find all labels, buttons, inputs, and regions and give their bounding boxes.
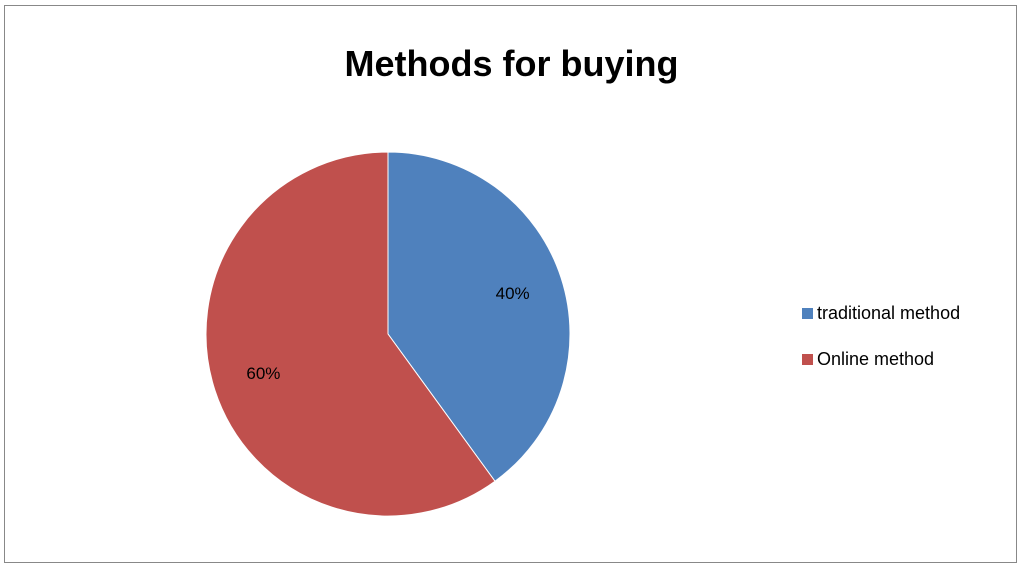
legend-item-online-method: Online method bbox=[802, 348, 960, 370]
data-label-traditional-method: 40% bbox=[495, 283, 530, 303]
pie-chart bbox=[205, 151, 571, 517]
chart-title: Methods for buying bbox=[344, 43, 679, 84]
chart-area: Methods for buying 40% 60% traditional me… bbox=[4, 5, 1017, 563]
pie-slice-traditional-method bbox=[387, 151, 571, 482]
legend-label: Online method bbox=[817, 349, 935, 369]
pie-slice-online-method bbox=[205, 151, 496, 517]
data-label-online-method: 60% bbox=[246, 364, 281, 384]
legend-swatch bbox=[802, 353, 813, 365]
legend-swatch bbox=[802, 307, 813, 319]
legend-item-traditional-method: traditional method bbox=[802, 302, 960, 324]
legend: traditional method Online method bbox=[802, 302, 960, 394]
legend-label: traditional method bbox=[817, 303, 961, 323]
